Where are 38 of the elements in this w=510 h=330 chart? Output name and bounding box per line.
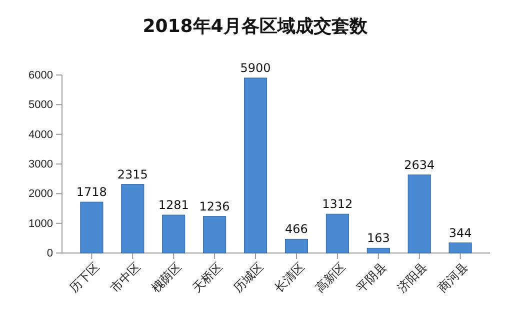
- x-tick-label: 历下区: [66, 260, 102, 295]
- x-tick-label: 长清区: [272, 260, 307, 295]
- y-tick-label: 6000: [28, 70, 53, 82]
- x-tick-label: 平阴县: [354, 260, 389, 295]
- bar: [408, 174, 431, 254]
- x-tick-label: 历城区: [230, 260, 266, 295]
- data-label: 1236: [199, 199, 230, 214]
- bar: [162, 214, 186, 254]
- y-tick-label: 4000: [28, 128, 53, 141]
- bar: [326, 214, 349, 254]
- bar: [448, 242, 472, 254]
- bar: [121, 184, 144, 254]
- x-tick-label: 槐荫区: [148, 260, 184, 295]
- data-label: 5900: [240, 60, 271, 75]
- data-label: 344: [448, 226, 472, 240]
- y-tick-label: 0: [46, 248, 53, 260]
- bar: [80, 202, 104, 254]
- bar: [244, 78, 268, 254]
- x-tick-label: 济阳县: [394, 260, 430, 295]
- data-label: 1281: [158, 198, 189, 212]
- y-tick-label: 2000: [28, 188, 53, 200]
- data-label: 1718: [76, 185, 107, 200]
- y-tick-label: 5000: [28, 99, 53, 112]
- y-tick-label: 3000: [28, 158, 53, 171]
- data-label: 1312: [322, 197, 353, 212]
- y-tick-label: 1000: [28, 218, 53, 230]
- bar: [203, 216, 226, 254]
- bar: [284, 238, 308, 254]
- x-tick-label: 天桥区: [190, 260, 226, 295]
- data-label: 466: [285, 222, 308, 236]
- x-tick-label: 高新区: [312, 260, 348, 295]
- chart-title: 2018年4月各区域成交套数: [142, 16, 368, 37]
- x-tick-label: 市中区: [108, 260, 144, 295]
- data-label: 2634: [404, 158, 435, 172]
- data-label: 163: [366, 231, 390, 246]
- bar: [366, 248, 390, 254]
- data-label: 2315: [117, 167, 148, 182]
- x-tick-label: 商河县: [435, 260, 471, 295]
